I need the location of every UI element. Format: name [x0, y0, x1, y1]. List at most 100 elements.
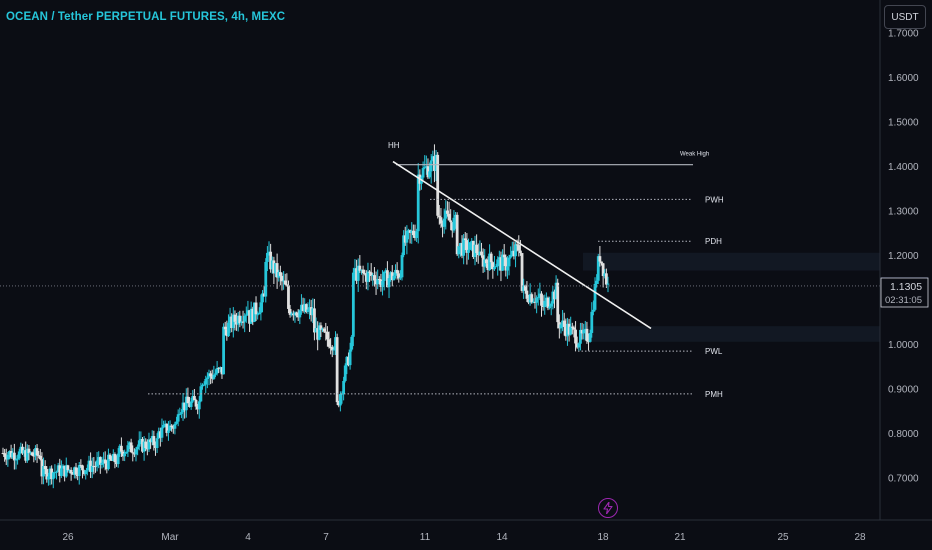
candle-body [287, 285, 290, 309]
x-tick-label: 7 [323, 532, 329, 543]
candle-body [421, 168, 425, 178]
candle-body [43, 466, 47, 470]
candle-body [382, 271, 386, 281]
candle-body [317, 325, 321, 340]
candle-body [30, 452, 34, 456]
candle-body [502, 254, 506, 258]
candle-body [533, 301, 537, 303]
candle-body [155, 438, 159, 449]
candle-body [47, 476, 50, 480]
candle-body [227, 322, 230, 337]
candle-body [238, 315, 242, 324]
candle-body [360, 269, 363, 271]
candle-body [475, 244, 479, 254]
candle-body [34, 448, 37, 457]
candle-body [338, 394, 342, 406]
candle-body [235, 321, 238, 325]
y-tick-label: 1.2000 [888, 251, 919, 262]
candle-body [105, 463, 109, 470]
candle-body [241, 321, 245, 323]
candle-body [489, 253, 493, 263]
candle-body [313, 308, 316, 333]
candle-body [470, 240, 474, 243]
candle-body [196, 406, 200, 410]
y-tick-label: 1.0000 [888, 340, 919, 351]
candle-body [173, 423, 177, 429]
candle-body [543, 300, 547, 307]
candle-body [217, 368, 221, 370]
candle-body [548, 306, 552, 309]
candle-body [564, 326, 568, 337]
candle-body [285, 284, 289, 286]
candle-body [606, 283, 610, 285]
candle-body [345, 356, 349, 366]
candle-body [92, 465, 96, 467]
candle-body [535, 297, 539, 303]
countdown-label: 02:31:05 [885, 295, 922, 306]
candle-body [295, 312, 298, 316]
candle-body [478, 251, 482, 256]
y-tick-label: 1.4000 [888, 162, 919, 173]
currency-selector-button[interactable]: USDT [884, 5, 926, 29]
candle-body [12, 452, 16, 461]
candle-body [71, 473, 75, 475]
candle-body [337, 402, 341, 406]
candle-body [561, 320, 564, 325]
candle-body [343, 365, 347, 381]
candle-body [585, 328, 589, 342]
candle-body [369, 272, 373, 276]
candle-body [251, 308, 255, 322]
candle-body [363, 273, 367, 275]
candle-body [387, 278, 391, 288]
x-tick-label: 26 [62, 532, 74, 543]
candle-body [201, 384, 204, 387]
candle-body [457, 246, 461, 255]
candle-body [381, 280, 384, 288]
candle-body [415, 231, 419, 238]
x-tick-label: 4 [245, 532, 251, 543]
candle-body [428, 171, 431, 178]
candle-body [384, 270, 388, 272]
candle-body [157, 431, 161, 439]
candle-body [8, 451, 11, 455]
candle-body [188, 403, 191, 407]
candle-body [600, 261, 603, 264]
candle-body [426, 166, 430, 178]
candle-body [455, 214, 459, 255]
candle-body [53, 472, 57, 474]
candle-body [84, 470, 88, 474]
candle-body [348, 349, 352, 366]
x-tick-label: Mar [161, 532, 179, 543]
candle-body [3, 453, 7, 457]
candle-body [541, 305, 545, 307]
candle-body [189, 401, 193, 407]
candle-body [280, 275, 284, 282]
candle-body [291, 313, 295, 316]
candle-body [429, 160, 433, 172]
candle-body [306, 309, 310, 312]
candle-body [557, 322, 561, 329]
candle-body [277, 272, 281, 278]
candle-body [56, 465, 60, 472]
currency-label: USDT [891, 11, 919, 23]
candle-body [94, 466, 97, 468]
candle-body [361, 269, 365, 274]
candle-body [473, 244, 477, 257]
candle-body [514, 244, 517, 257]
descending-trendline[interactable] [392, 160, 652, 330]
candle-body [137, 440, 141, 447]
candle-body [29, 452, 32, 454]
alert-button[interactable] [598, 498, 618, 518]
candle-body [167, 430, 170, 433]
y-tick-label: 1.7000 [888, 29, 919, 40]
candle-body [373, 275, 376, 281]
candle-body [424, 166, 428, 168]
candle-body [175, 421, 178, 424]
candle-body [76, 474, 80, 477]
candle-body [48, 468, 52, 477]
candle-body [267, 251, 271, 253]
candle-body [107, 454, 110, 470]
candle-body [501, 254, 504, 271]
